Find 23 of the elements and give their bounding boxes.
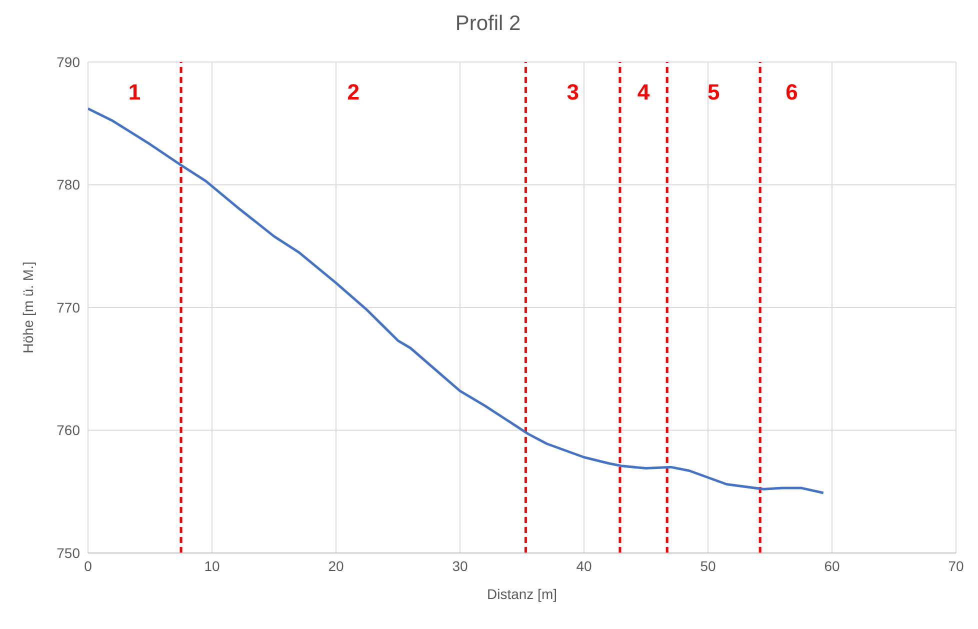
- x-axis-title: Distanz [m]: [486, 586, 558, 602]
- annotation: 3: [566, 80, 579, 105]
- y-tick-label: 750: [56, 544, 80, 561]
- annotation: 4: [637, 80, 650, 105]
- x-tick-label: 30: [452, 558, 468, 574]
- annotation: 2: [347, 80, 360, 105]
- y-tick-label: 770: [56, 299, 80, 316]
- x-tick-label: 60: [824, 558, 840, 574]
- annotation: 5: [707, 80, 720, 105]
- x-tick-label: 50: [700, 558, 716, 574]
- annotation: 1: [128, 80, 141, 105]
- x-tick-label: 10: [204, 558, 220, 574]
- x-tick-label: 0: [84, 558, 92, 574]
- y-axis-title: Höhe [m ü. M.]: [20, 262, 36, 354]
- x-tick-label: 70: [948, 558, 964, 574]
- line-series: [88, 107, 825, 494]
- y-tick-label: 760: [56, 422, 80, 438]
- x-tick-label: 20: [328, 558, 344, 574]
- chart-title: Profil 2: [454, 11, 522, 37]
- x-tick-label: 40: [576, 558, 592, 574]
- y-tick-label: 780: [56, 176, 80, 193]
- annotation: 6: [786, 80, 798, 105]
- y-tick-label: 790: [56, 54, 80, 70]
